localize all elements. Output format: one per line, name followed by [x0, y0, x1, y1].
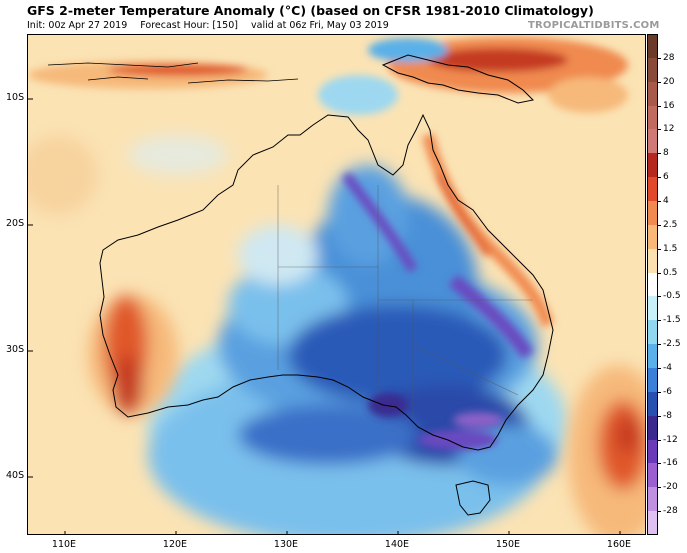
colorbar-cell	[647, 439, 658, 464]
colorbar-cell	[647, 296, 658, 321]
colorbar-label: -28	[663, 506, 678, 517]
colorbar-label: -2.5	[663, 339, 681, 350]
valid-time: valid at 06z Fri, May 03 2019	[251, 20, 389, 31]
colorbar-label: -6	[663, 386, 672, 397]
map-canvas	[28, 35, 645, 534]
colorbar-tick	[658, 177, 661, 179]
colorbar-tick	[658, 129, 661, 131]
lat-label-20s: 20S	[6, 218, 25, 229]
grid-ticks	[28, 98, 621, 534]
colorbar-tick	[658, 415, 661, 417]
colorbar-cell	[647, 177, 658, 202]
colorbar-tick	[658, 57, 661, 59]
colorbar-tick	[658, 224, 661, 226]
indonesia-islands	[47, 62, 299, 84]
warm-east-coast	[422, 133, 554, 328]
lat-label-30s: 30S	[6, 344, 25, 355]
colorbar-tick	[658, 439, 661, 441]
colorbar-label: -1.5	[663, 315, 681, 326]
lat-label-40s: 40S	[6, 470, 25, 481]
colorbar-tick	[658, 248, 661, 250]
lon-label-110e: 110E	[51, 539, 77, 550]
colorbar-label: -16	[663, 458, 678, 469]
colorbar-label: 0.5	[663, 267, 678, 278]
colorbar-cell	[647, 391, 658, 417]
colorbar-cell	[647, 511, 658, 536]
colorbar-tick	[658, 296, 661, 298]
colorbar-label: 28	[663, 52, 675, 63]
colorbar-cell	[647, 368, 658, 393]
lon-label-140e: 140E	[384, 539, 410, 550]
colorbar-cell	[647, 153, 658, 178]
colorbar-label: 20	[663, 76, 675, 87]
colorbar-cell	[647, 105, 658, 130]
colorbar-tick	[658, 511, 661, 513]
colorbar-label: 8	[663, 148, 669, 159]
colorbar-tick	[658, 201, 661, 202]
colorbar-cell	[647, 415, 658, 441]
new-guinea-coastline	[381, 54, 535, 104]
colorbar-label: 6	[663, 172, 669, 183]
colorbar-cell	[647, 34, 658, 59]
colorbar-label: 4	[663, 196, 669, 206]
colorbar-tick	[658, 368, 661, 369]
colorbar-label: 12	[663, 124, 675, 135]
colorbar-tick	[658, 153, 661, 155]
colorbar-label: -20	[663, 482, 678, 493]
colorbar-tick	[658, 272, 661, 274]
colorbar-cell	[647, 57, 658, 83]
lon-label-130e: 130E	[273, 539, 299, 550]
colorbar-label: 1.5	[663, 243, 678, 254]
colorbar-cell	[647, 487, 658, 512]
australia-coastline	[99, 113, 554, 451]
warm-tasman-region	[568, 225, 645, 534]
colorbar-label: -12	[663, 434, 678, 445]
lon-label-150e: 150E	[495, 539, 521, 550]
colorbar-cell	[647, 129, 658, 154]
anomaly-map	[27, 34, 646, 535]
colorbar-tick	[658, 320, 661, 322]
warm-north-region	[28, 37, 628, 115]
colorbar-tick	[658, 81, 661, 83]
colorbar-cell	[647, 81, 658, 107]
lon-label-120e: 120E	[162, 539, 188, 550]
lon-label-160e: 160E	[606, 539, 632, 550]
colorbar-cell	[647, 224, 658, 250]
tasmania-coastline	[455, 480, 491, 516]
map-subtitle: Init: 00z Apr 27 2019 Forecast Hour: [15…	[27, 20, 399, 31]
forecast-hour: Forecast Hour: [150]	[140, 20, 238, 31]
colorbar-label: -8	[663, 410, 672, 421]
colorbar-tick	[658, 487, 661, 489]
map-header: GFS 2-meter Temperature Anomaly (°C) (ba…	[0, 0, 687, 34]
warm-west-region	[88, 295, 178, 415]
colorbar-cell	[647, 201, 658, 226]
state-borders	[277, 185, 533, 415]
colorbar-cell	[647, 463, 658, 488]
map-title: GFS 2-meter Temperature Anomaly (°C) (ba…	[27, 3, 594, 18]
colorbar-cell	[647, 320, 658, 345]
extreme-cold-streaks	[341, 172, 534, 450]
colorbar-tick	[658, 391, 661, 393]
colorbar-label: -0.5	[663, 291, 681, 302]
colorbar-label: -4	[663, 363, 672, 373]
colorbar-tick	[658, 105, 661, 107]
colorbar-cell	[647, 344, 658, 369]
cool-ocean-patches	[28, 135, 228, 215]
lat-label-10s: 10S	[6, 92, 25, 103]
colorbar-label: 2.5	[663, 219, 678, 230]
init-time: Init: 00z Apr 27 2019	[27, 20, 128, 31]
colorbar-tick	[658, 463, 661, 465]
brand-watermark: TROPICALTIDBITS.COM	[528, 20, 660, 31]
colorbar-tick	[658, 344, 661, 346]
colorbar-cell	[647, 248, 658, 274]
colorbar-cell	[647, 272, 658, 297]
colorbar-label: 16	[663, 100, 675, 111]
colorbar: 28 20 16 12 8 6 4 2.5 1.5 0.5 -0.5 -1.5 -2.5 -4 -6 -8 -1…	[647, 34, 687, 536]
